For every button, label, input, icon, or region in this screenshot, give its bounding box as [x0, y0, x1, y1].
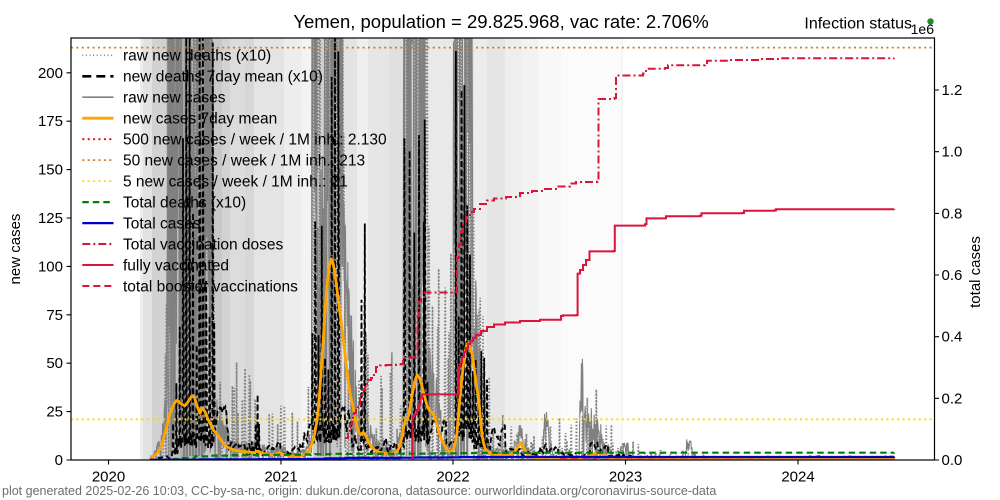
svg-text:Total cases: Total cases	[123, 216, 201, 233]
svg-text:1.2: 1.2	[942, 82, 963, 99]
svg-text:125: 125	[38, 210, 63, 227]
svg-text:2021: 2021	[264, 469, 297, 486]
svg-text:total booster vaccinations: total booster vaccinations	[123, 278, 298, 295]
svg-text:0.2: 0.2	[942, 390, 963, 407]
svg-text:50: 50	[46, 355, 63, 372]
svg-text:1.0: 1.0	[942, 144, 963, 161]
svg-text:new cases: new cases	[7, 214, 24, 285]
svg-text:0.0: 0.0	[942, 452, 963, 469]
svg-text:raw new cases: raw new cases	[123, 90, 226, 107]
svg-text:0.8: 0.8	[942, 205, 963, 222]
svg-text:raw new deaths (x10): raw new deaths (x10)	[123, 48, 271, 65]
svg-text:50 new cases / week / 1M inh.:: 50 new cases / week / 1M inh.: 213	[123, 153, 365, 170]
svg-text:0.4: 0.4	[942, 329, 963, 346]
svg-text:fully vaccinated: fully vaccinated	[123, 257, 229, 274]
svg-text:2020: 2020	[92, 469, 125, 486]
svg-text:0.6: 0.6	[942, 267, 963, 284]
svg-text:2024: 2024	[781, 469, 814, 486]
svg-text:Total deaths (x10): Total deaths (x10)	[123, 195, 246, 212]
svg-text:1e6: 1e6	[911, 21, 935, 37]
svg-text:25: 25	[46, 404, 63, 421]
svg-text:5 new cases / week / 1M inh.:: 5 new cases / week / 1M inh.: 21	[123, 174, 348, 191]
svg-text:Infection status: Infection status	[804, 16, 912, 33]
svg-text:2022: 2022	[436, 469, 469, 486]
svg-text:75: 75	[46, 307, 63, 324]
svg-text:100: 100	[38, 258, 63, 275]
svg-text:Yemen, population = 29.825.968: Yemen, population = 29.825.968, vac rate…	[293, 11, 708, 32]
svg-text:total cases: total cases	[967, 236, 984, 308]
svg-text:new cases 7day mean: new cases 7day mean	[123, 111, 277, 128]
svg-text:plot generated 2025-02-26 10:0: plot generated 2025-02-26 10:03, CC-by-s…	[2, 484, 716, 498]
svg-text:200: 200	[38, 65, 63, 82]
svg-text:new deaths 7day mean (x10): new deaths 7day mean (x10)	[123, 69, 323, 86]
svg-text:150: 150	[38, 162, 63, 179]
svg-text:175: 175	[38, 113, 63, 130]
svg-text:Total vaccination doses: Total vaccination doses	[123, 236, 284, 253]
svg-text:0: 0	[55, 452, 63, 469]
svg-text:500 new cases / week / 1M inh.: 500 new cases / week / 1M inh.: 2.130	[123, 132, 387, 149]
svg-text:2023: 2023	[609, 469, 642, 486]
